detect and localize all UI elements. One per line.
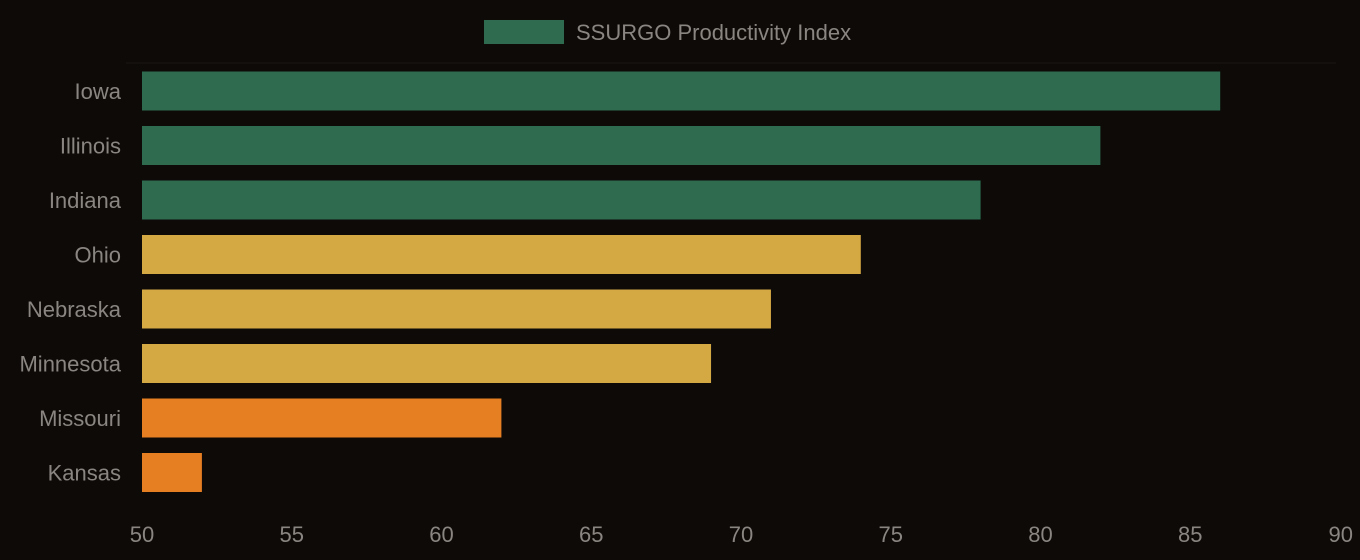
bar-missouri[interactable] [142, 398, 502, 438]
y-label-kansas: Kansas [48, 461, 121, 486]
y-label-iowa: Iowa [75, 79, 122, 104]
x-tick-75: 75 [879, 522, 903, 547]
bar-kansas[interactable] [142, 453, 202, 492]
bar-nebraska[interactable] [142, 289, 771, 329]
bar-iowa[interactable] [142, 71, 1221, 111]
x-tick-90: 90 [1329, 522, 1353, 547]
bar-illinois[interactable] [142, 126, 1101, 165]
y-label-minnesota: Minnesota [19, 352, 121, 377]
y-axis-labels: Iowa Illinois Indiana Ohio Nebraska Minnesota… [19, 79, 121, 486]
x-tick-65: 65 [579, 522, 603, 547]
legend[interactable]: SSURGO Productivity Index [484, 20, 851, 45]
legend-label: SSURGO Productivity Index [576, 20, 851, 45]
bar-minnesota[interactable] [142, 344, 712, 383]
bars-group [142, 71, 1221, 492]
x-tick-70: 70 [729, 522, 753, 547]
y-label-nebraska: Nebraska [27, 297, 122, 322]
y-label-indiana: Indiana [49, 188, 122, 213]
y-label-missouri: Missouri [39, 406, 121, 431]
x-tick-50: 50 [130, 522, 154, 547]
legend-swatch [484, 20, 564, 44]
x-tick-85: 85 [1178, 522, 1202, 547]
bar-ohio[interactable] [142, 235, 861, 274]
y-label-illinois: Illinois [60, 134, 121, 159]
x-tick-80: 80 [1028, 522, 1052, 547]
bar-indiana[interactable] [142, 180, 981, 220]
y-label-ohio: Ohio [75, 243, 121, 268]
x-tick-55: 55 [280, 522, 304, 547]
x-axis-ticks: 50 55 60 65 70 75 80 85 90 [130, 522, 1353, 547]
x-tick-60: 60 [429, 522, 453, 547]
